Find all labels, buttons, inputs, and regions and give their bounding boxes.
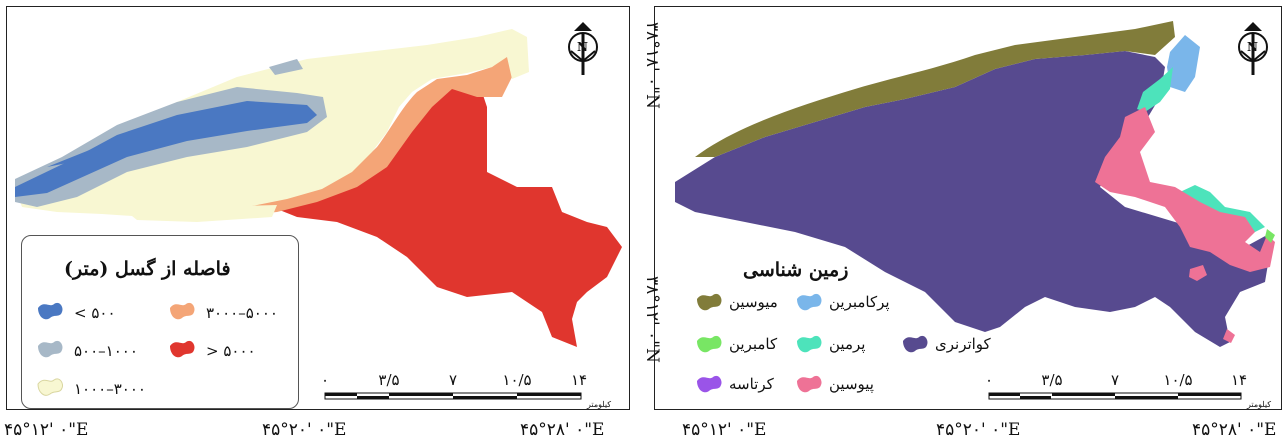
scale-tick-4: ۱۴ — [1230, 371, 1248, 389]
unit-miocene — [695, 21, 1175, 157]
legend-swatch-permian — [797, 335, 822, 353]
fault-distance-legend: فاصله از گسل (متر) < ۵۰۰ ۵۰۰–۱۰۰۰ ۱۰۰۰–۳… — [21, 235, 299, 409]
legend-swatch-quaternary — [903, 335, 928, 353]
legend-swatch-under-500 — [38, 302, 63, 320]
zone-over-5000 — [272, 77, 622, 347]
unit-pliocene-tip — [1223, 329, 1235, 343]
unit-cambrian-edge — [1265, 229, 1275, 243]
legend-swatch-miocene — [697, 293, 722, 311]
legend-swatch-cambrian — [697, 335, 722, 353]
scale-bar — [988, 392, 1242, 400]
left-coord-bottom-2: ۴۵°۲۰' ۰"E — [262, 420, 347, 440]
unit-pliocene — [1095, 107, 1275, 272]
north-arrow-label: N — [1247, 40, 1258, 54]
legend-label-miocene: میوسین — [729, 293, 778, 311]
geology-map-panel: N زمین شناسی میوسین پرکامبرین کامبرین پر… — [654, 6, 1282, 410]
right-coord-left-1: ۳۸°۱۸' ۰"N — [642, 22, 662, 110]
legend-title: زمین شناسی — [743, 259, 849, 281]
zone-under-500-tail — [47, 147, 97, 167]
legend-label-cretaceous: کرتاسه — [729, 375, 774, 393]
legend-swatch-pliocene — [797, 375, 822, 393]
legend-swatch-500-1000 — [38, 340, 63, 358]
unit-quaternary — [675, 51, 1270, 347]
right-coord-left-2: ۳۸°۱۲' ۰"N — [642, 276, 662, 364]
legend-swatch-precambrian — [797, 293, 822, 311]
scale-tick-0: ۰ — [320, 371, 330, 389]
legend-label-under-500: < ۵۰۰ — [74, 304, 116, 322]
legend-label-quaternary: کواترنری — [935, 335, 991, 353]
fault-distance-map-panel: N فاصله از گسل (متر) < ۵۰۰ ۵۰۰–۱۰۰۰ ۱۰۰۰… — [6, 6, 630, 410]
legend-swatch-cretaceous — [697, 375, 722, 393]
right-coord-bottom-3: ۴۵°۲۸' ۰"E — [1192, 420, 1277, 440]
scale-tick-0: ۰ — [984, 371, 994, 389]
legend-label-3000-5000: ۳۰۰۰–۵۰۰۰ — [206, 304, 278, 322]
legend-swatches — [37, 302, 195, 396]
scale-tick-1: ۳/۵ — [1041, 371, 1063, 389]
legend-title: فاصله از گسل (متر) — [64, 258, 231, 280]
legend-label-permian: پرمین — [829, 335, 866, 353]
legend-label-500-1000: ۵۰۰–۱۰۰۰ — [74, 342, 138, 360]
north-arrow-label: N — [577, 40, 588, 54]
zone-3000-5000 — [157, 55, 512, 217]
legend-label-over-5000: > ۵۰۰۰ — [206, 342, 256, 360]
zone-under-500 — [15, 101, 317, 197]
zone-1000-3000-lower — [127, 205, 277, 222]
legend-label-1000-3000: ۱۰۰۰–۳۰۰۰ — [74, 380, 146, 398]
fault-distance-map — [15, 22, 622, 400]
left-coord-bottom-1: ۴۵°۱۲' ۰"E — [4, 420, 89, 440]
unit-precambrian — [1167, 35, 1200, 92]
scale-tick-1: ۳/۵ — [378, 371, 400, 389]
scale-tick-4: ۱۴ — [570, 371, 588, 389]
right-coord-bottom-1: ۴۵°۱۲' ۰"E — [682, 420, 767, 440]
zone-500-1000-top — [269, 59, 303, 75]
legend-label-precambrian: پرکامبرین — [829, 293, 890, 311]
scale-tick-3: ۱۰/۵ — [502, 371, 532, 389]
scale-tick-3: ۱۰/۵ — [1163, 371, 1193, 389]
unit-permian-north — [1137, 67, 1173, 112]
legend-label-pliocene: پیوسین — [829, 375, 874, 393]
scale-tick-2: ۷ — [448, 371, 458, 389]
unit-pliocene-spot — [1189, 265, 1207, 281]
geology-map — [675, 21, 1275, 400]
scale-tick-2: ۷ — [1110, 371, 1120, 389]
right-coord-bottom-2: ۴۵°۲۰' ۰"E — [936, 420, 1021, 440]
legend-swatch-over-5000 — [170, 340, 195, 358]
legend-swatch-3000-5000 — [170, 302, 195, 320]
legend-swatch-1000-3000 — [37, 378, 63, 396]
left-coord-bottom-3: ۴۵°۲۸' ۰"E — [520, 420, 605, 440]
legend-label-cambrian: کامبرین — [729, 335, 778, 353]
north-arrow-icon — [1238, 22, 1268, 75]
scale-unit: کیلومتر — [1247, 400, 1272, 409]
north-arrow-icon — [568, 22, 598, 75]
scale-unit: کیلومتر — [587, 400, 612, 409]
scale-bar — [324, 392, 582, 400]
